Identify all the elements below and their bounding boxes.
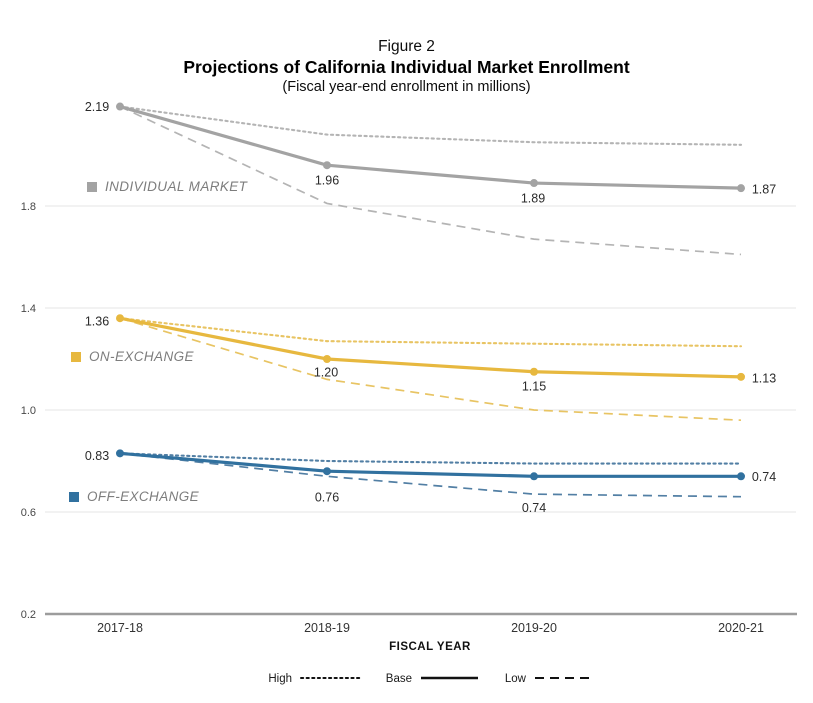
- figure-number: Figure 2: [378, 38, 435, 55]
- series-label-individual-market: INDIVIDUAL MARKET: [87, 179, 247, 194]
- y-tick-label: 1.4: [21, 303, 36, 315]
- individual-market-value-label: 2.19: [85, 100, 109, 114]
- on-exchange-value-label: 1.15: [522, 379, 546, 393]
- y-tick-label: 1.0: [21, 405, 36, 417]
- on-exchange-value-label: 1.36: [85, 315, 109, 329]
- on-exchange-low-line: [119, 317, 742, 422]
- x-tick-label: 2017-18: [97, 621, 143, 635]
- individual-market-base-line: [118, 104, 743, 190]
- y-tick-label: 0.6: [21, 507, 36, 519]
- on-exchange-value-label: 1.13: [752, 371, 776, 385]
- legend-base-label: Base: [386, 673, 412, 685]
- off-exchange-marker: [737, 472, 745, 481]
- series-label-off-exchange: OFF-EXCHANGE: [69, 489, 199, 504]
- off-exchange-value-label: 0.76: [315, 491, 339, 505]
- on-exchange-label-text: ON-EXCHANGE: [89, 349, 194, 364]
- off-exchange-marker: [323, 467, 331, 476]
- off-exchange-value-label: 0.74: [522, 501, 546, 515]
- off-exchange-marker: [116, 449, 124, 458]
- x-axis-title: FISCAL YEAR: [389, 641, 471, 653]
- on-exchange-marker: [737, 372, 745, 381]
- off-exchange-high-line: [118, 452, 743, 465]
- off-exchange-value-label: 0.74: [752, 470, 776, 484]
- individual-market-marker: [737, 184, 745, 193]
- individual-market-value-label: 1.89: [521, 192, 545, 206]
- individual-market-swatch: [87, 181, 97, 192]
- on-exchange-high-line: [118, 317, 743, 348]
- series-label-on-exchange: ON-EXCHANGE: [71, 349, 194, 364]
- on-exchange-marker: [530, 367, 538, 376]
- off-exchange-marker: [530, 472, 538, 481]
- on-exchange-value-label: 1.20: [314, 366, 338, 380]
- x-tick-label: 2020-21: [718, 621, 764, 635]
- individual-market-value-label: 1.96: [315, 174, 339, 188]
- individual-market-label-text: INDIVIDUAL MARKET: [105, 179, 248, 194]
- off-exchange-label-text: OFF-EXCHANGE: [87, 489, 200, 504]
- off-exchange-swatch: [69, 491, 79, 502]
- individual-market-high-line: [118, 105, 743, 146]
- individual-market-low-line: [119, 105, 742, 256]
- off-exchange-value-label: 0.83: [85, 449, 109, 463]
- individual-market-marker: [116, 102, 124, 111]
- off-exchange-base-line: [118, 451, 743, 478]
- y-tick-label: 1.8: [21, 201, 36, 213]
- legend-low-label: Low: [505, 673, 527, 685]
- x-tick-label: 2019-20: [511, 621, 557, 635]
- figure-title: Projections of California Individual Mar…: [183, 57, 630, 77]
- individual-market-marker: [323, 161, 331, 170]
- x-tick-label: 2018-19: [304, 621, 350, 635]
- individual-market-marker: [530, 179, 538, 188]
- y-tick-label: 0.2: [21, 609, 36, 621]
- figure-subtitle: (Fiscal year-end enrollment in millions): [282, 79, 531, 95]
- on-exchange-marker: [116, 314, 124, 323]
- on-exchange-base-line: [118, 316, 743, 379]
- on-exchange-marker: [323, 355, 331, 363]
- legend-high-label: High: [268, 673, 292, 685]
- title-block: Figure 2 Projections of California Indiv…: [0, 37, 813, 96]
- on-exchange-swatch: [71, 351, 81, 362]
- individual-market-value-label: 1.87: [752, 183, 776, 197]
